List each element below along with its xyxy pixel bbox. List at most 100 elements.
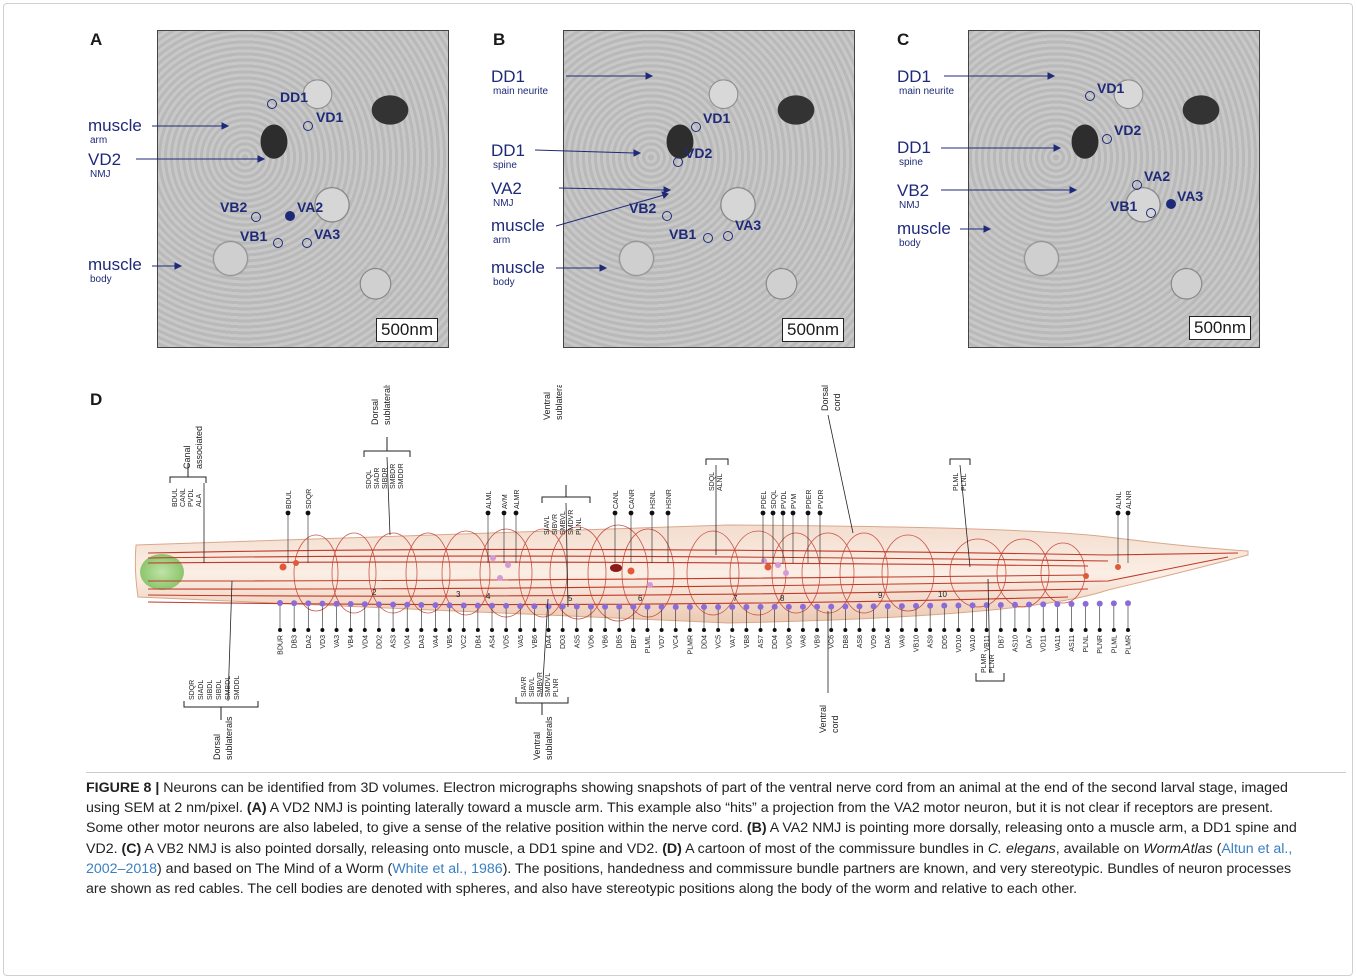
bottom-neuron-label: AS7 [758,635,765,648]
label-muscle-arm-b: muscle [491,216,545,235]
ventral-cell-body [432,602,439,609]
bottom-neuron-dot [306,628,311,632]
plmr-plnr-1: PLMR [981,654,988,673]
ventral-cell-body [1054,601,1061,608]
bottom-neuron-dot [815,628,820,632]
label-vb2-nmj-c: VB2 [897,181,930,200]
ventral-cell-body [1068,601,1075,608]
marker-vd1-c [1085,91,1095,101]
caption-a-text: A VD2 NMJ is pointing laterally toward a… [86,800,1274,837]
dorsal-top-member-1: SDQL [366,470,373,489]
commissure-cartoon: 2 3 4 5 6 7 8 9 10 BDUR DB3 DA2 VD3 VA3 VB4 VD… [134,385,1249,760]
bottom-neuron-label: VB6 [603,635,610,648]
top-neuron-label: ALNR [1126,490,1133,509]
panel-letter-b: B [493,30,506,49]
top-neuron-label: ALNL [1116,491,1123,509]
neuron-vd1-c: VD1 [1097,80,1125,96]
caption-d-label: (D) [662,840,682,857]
bottom-neuron-label: AS8 [857,635,864,648]
ventral-cell-body [291,600,298,607]
ventral-cell-body [602,603,609,610]
marker-vb2-b [662,211,672,221]
group-title-dorsal-sub-bottom-2: sublaterals [224,716,234,760]
ventral-cell-body [361,601,368,608]
worm-head [140,554,184,590]
ventral-cell-body [856,603,863,610]
top-neuron-label: ALMR [514,490,521,509]
bottom-neuron-dot [574,628,579,632]
bottom-neuron-label: VB10 [914,635,921,652]
bottom-neuron-label: VA7 [730,635,737,648]
bottom-neuron-label: AS5 [574,635,581,648]
bottom-neuron-dot [1126,628,1130,632]
group-title-canal-1: Canal [182,445,192,469]
caption-d-text-1: A cartoon of most of the commissure bund… [681,840,988,857]
group-title-ventral-sub-bottom-1: Ventral [532,732,542,760]
commissure-number-4: 4 [486,592,491,601]
ventral-cell-body [686,603,693,610]
bottom-neuron-label: VD4 [362,635,369,649]
bottom-neuron-dot [843,628,848,632]
neuron-vb2-a: VB2 [220,199,248,215]
bottom-neuron-label: PLMR [687,635,694,654]
sub-va2-nmj-b: NMJ [493,198,514,209]
micrograph-a [157,30,449,348]
bottom-neuron-label: DA2 [306,635,313,649]
caption-c-text: A VB2 NMJ is also pointed dorsally, rele… [141,840,663,857]
ventral-bottom-member-2: SIBVL [529,677,536,697]
marker-vd2-b [673,157,683,167]
citation-white-link[interactable]: White et al., 1986 [392,860,503,877]
marker-va3-a [302,238,312,248]
bottom-neuron-label: VB4 [348,635,355,648]
micrograph-c [968,30,1260,348]
commissure-number-6: 6 [638,594,643,603]
bottom-neuron-label: VB11 [984,635,991,652]
top-neuron-label: CANL [613,490,620,509]
top-neuron-label: PVDL [781,491,788,509]
marker-vb1-b [703,233,713,243]
bottom-neuron-label: VA8 [800,635,807,648]
label-dd1-spine-c: DD1 [897,138,932,157]
ventral-cell-body [785,603,792,610]
dorsal-top-member-3: SIBDR [382,468,389,489]
citation-altun-link[interactable]: Altun et al., 2002–2018 [86,840,1293,877]
figure-label: FIGURE 8 | [86,780,160,796]
top-neuron-dot [612,510,618,516]
top-neuron-label: PVM [791,494,798,509]
ventral-top-member-3: SMBVL [560,511,567,535]
bottom-neuron-label: VD11 [1041,635,1048,652]
caption-b-text: A VA2 NMJ is pointing more dorsally, rel… [86,820,1297,857]
bottom-neuron-dot [744,628,749,632]
sub-vb2-nmj-c: NMJ [899,200,920,211]
group-title-dorsal-cord-2: cord [832,393,842,411]
ventral-cell-body [870,603,877,610]
canal-member-4: ALA [196,493,203,507]
bottom-neuron-dot [857,628,862,632]
scalebar-c: 500nm [1189,316,1251,340]
top-neuron-label: HSNL [650,490,657,509]
dorsal-bottom-member-4: SIBDL [216,680,223,700]
bottom-neuron-dot [490,628,494,632]
bottom-neuron-label: AS11 [1069,635,1076,652]
marker-vb1-a [273,238,283,248]
ventral-cell-body [517,603,524,610]
ventral-cell-body [1040,601,1047,608]
top-neuron-dot [285,510,291,516]
bottom-neuron-dot [970,628,975,632]
bottom-neuron-label: VD5 [504,635,511,649]
ventral-cell-body [1125,600,1131,607]
sub-dd1-main-c: main neurite [899,86,955,97]
top-neuron-label: PVDR [818,490,825,509]
top-neuron-dot [817,510,823,516]
neuron-vd1-a: VD1 [316,109,344,125]
ventral-cell-body [531,603,538,610]
neuron-va2-a: VA2 [297,199,324,215]
bottom-neuron-dot [885,628,890,632]
caption-intro: Neurons can be identified from 3D volume… [86,780,1288,817]
plml-plnl-2: PLNL [961,473,968,491]
ventral-cell-body [1110,600,1117,607]
caption-wormatlas: WormAtlas [1143,840,1213,857]
bottom-neuron-dot [871,628,876,632]
bottom-neuron-dot [1012,628,1017,632]
neuron-va3-a: VA3 [314,226,341,242]
